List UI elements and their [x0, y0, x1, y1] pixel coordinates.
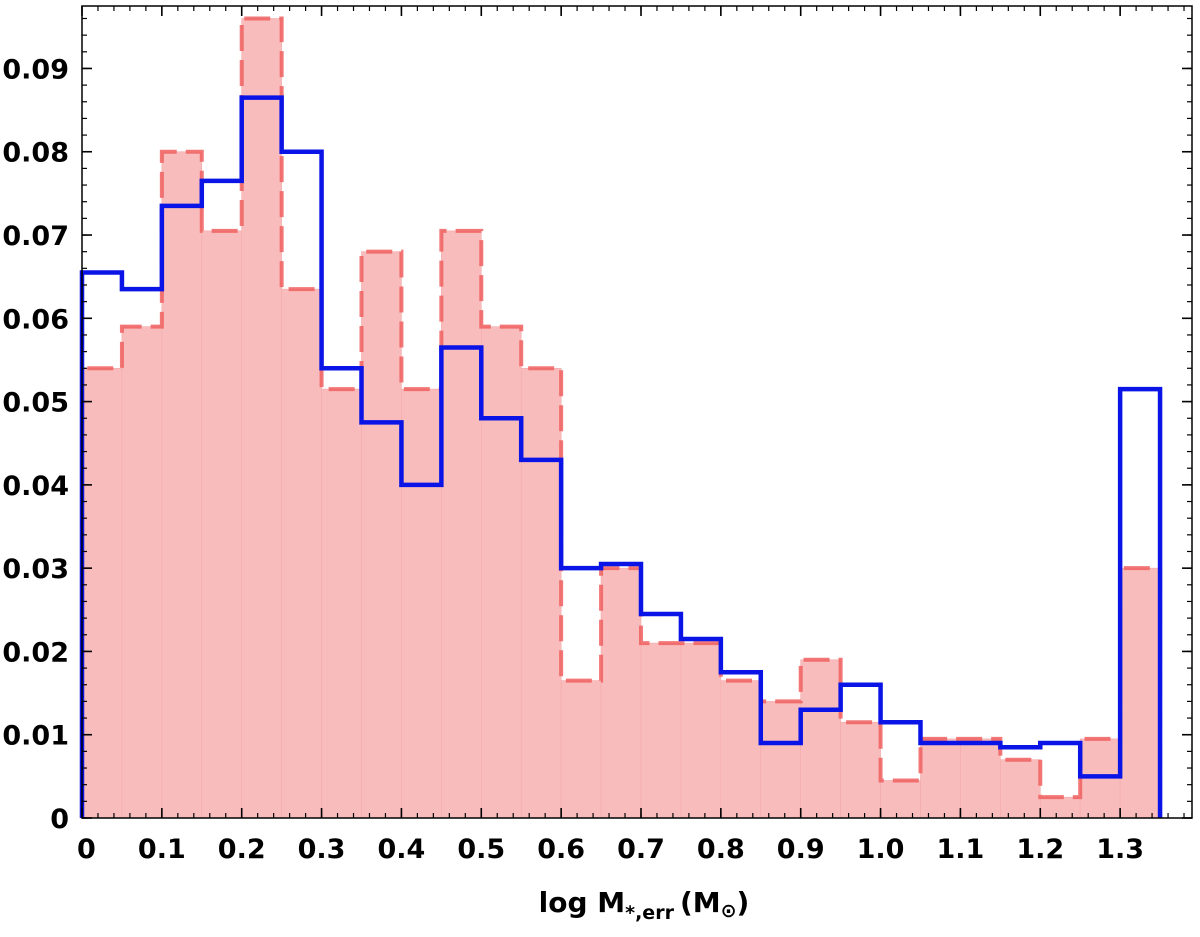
filled-bar [401, 388, 442, 819]
filled-bar [760, 701, 802, 819]
filled-bar [800, 659, 841, 819]
filled-bar [720, 680, 762, 819]
y-tick-label: 0.02 [2, 637, 69, 668]
filled-bar [560, 680, 602, 819]
y-tick-labels: 0 0.01 0.02 0.03 0.04 0.05 0.06 0.07 0.08 0.09 [2, 54, 69, 835]
x-tick-label: 0.1 [138, 834, 186, 865]
filled-bar [640, 642, 682, 819]
x-tick-label: 0.6 [537, 834, 585, 865]
y-tick-label: 0.09 [2, 54, 69, 85]
filled-bar [441, 230, 482, 819]
filled-bar [680, 642, 722, 819]
x-tick-label: 0.8 [697, 834, 745, 865]
filled-bar [201, 230, 243, 819]
x-axis-title-main: log M [539, 886, 626, 919]
y-tick-label: 0 [50, 804, 69, 835]
x-axis-title-unit-open: (M [680, 886, 721, 919]
filled-bar [1119, 567, 1161, 819]
x-tick-label: 1.3 [1096, 834, 1144, 865]
x-axis-title-unit-symbol: ⊙ [721, 900, 737, 922]
filled-bar [880, 780, 921, 819]
x-tick-label: 0.7 [617, 834, 665, 865]
filled-bar [321, 388, 362, 819]
filled-bar [840, 721, 881, 819]
filled-bar [241, 18, 282, 819]
plot-frame [81, 5, 1193, 819]
x-tick-label: 0.9 [777, 834, 825, 865]
y-tick-label: 0.06 [2, 304, 69, 335]
y-tick-label: 0.03 [2, 554, 69, 585]
x-tick-label: 1.1 [936, 834, 984, 865]
filled-bar [1000, 759, 1041, 819]
filled-bar [121, 326, 163, 819]
axis-ticks [81, 6, 1192, 819]
filled-bar [960, 738, 1001, 819]
y-tick-label: 0.08 [2, 138, 69, 169]
filled-bar [1039, 796, 1081, 819]
x-tick-label: 0.2 [218, 834, 266, 865]
x-axis-title-unit-close: ) [737, 886, 750, 919]
y-tick-label: 0.04 [2, 471, 69, 502]
x-tick-label: 0.5 [457, 834, 505, 865]
y-tick-label: 0.07 [2, 221, 69, 252]
x-tick-label: 0.4 [378, 834, 426, 865]
solid-step-line [79, 95, 1163, 818]
filled-bar [361, 251, 402, 819]
x-tick-label: 0 [77, 834, 96, 865]
filled-bar [81, 367, 123, 819]
filled-bar [520, 367, 562, 819]
filled-histogram-layer [81, 18, 1161, 819]
filled-bar [920, 738, 961, 819]
x-tick-label: 1.0 [857, 834, 905, 865]
x-axis-title-subscript: *,err [625, 902, 674, 924]
y-tick-label: 0.05 [2, 388, 69, 419]
x-axis-title: log M*,err (M⊙) [539, 886, 750, 924]
filled-bar [600, 567, 642, 819]
filled-bar [161, 151, 203, 819]
filled-bar [480, 326, 522, 819]
y-tick-label: 0.01 [2, 721, 69, 752]
x-tick-labels: 0 0.1 0.2 0.3 0.4 0.5 0.6 0.7 0.8 0.9 1.0 1.1 1.2 1.3 [77, 834, 1144, 865]
x-tick-label: 0.3 [298, 834, 346, 865]
filled-bar [281, 288, 322, 819]
x-tick-label: 1.2 [1016, 834, 1064, 865]
step-histogram-layer [79, 95, 1163, 818]
